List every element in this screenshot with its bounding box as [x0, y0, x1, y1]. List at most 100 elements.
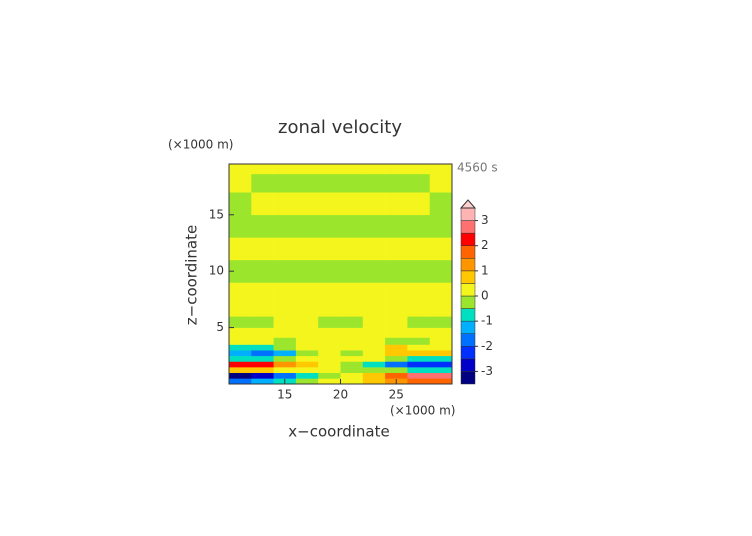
field-cell — [229, 344, 252, 351]
field-cell — [385, 355, 408, 362]
colorbar-extend — [459, 199, 477, 209]
field-cell — [229, 327, 252, 338]
field-cell — [407, 259, 430, 283]
field-cell — [340, 302, 364, 317]
field-cell — [251, 344, 274, 351]
field-cell — [385, 344, 408, 351]
x-tick-label: 20 — [333, 388, 348, 402]
field-cell — [318, 237, 341, 261]
field-cell — [229, 355, 252, 362]
field-cell — [385, 259, 408, 283]
field-cell — [318, 361, 341, 368]
field-cell — [295, 173, 319, 193]
colorbar-tick-label: 3 — [481, 213, 489, 227]
colorbar-band — [460, 371, 476, 385]
colorbar-band — [460, 295, 476, 309]
field-cell — [429, 316, 453, 328]
field-cell — [385, 350, 408, 357]
field-cell — [407, 192, 430, 216]
field-cell — [273, 192, 297, 216]
field-cell — [340, 282, 364, 303]
colorbar-tick-label: 0 — [481, 289, 489, 303]
field-cell — [251, 372, 274, 379]
field-cell — [429, 164, 453, 175]
field-cell — [362, 259, 386, 283]
field-cell — [362, 316, 386, 328]
colorbar-band — [460, 258, 476, 272]
field-cell — [429, 355, 453, 362]
field-cell — [251, 302, 274, 317]
field-cell — [340, 214, 364, 238]
field-cell — [340, 237, 364, 261]
colorbar-tick-label: -3 — [481, 364, 493, 378]
field-cell — [407, 372, 430, 379]
field-cell — [295, 237, 319, 261]
field-cell — [318, 337, 341, 345]
colorbar-band — [460, 346, 476, 360]
field-cell — [385, 164, 408, 175]
field-cell — [318, 214, 341, 238]
x-tick-label: 25 — [389, 388, 404, 402]
field-cell — [385, 316, 408, 328]
field-cell — [340, 355, 364, 362]
field-cell — [229, 367, 252, 374]
field-cell — [340, 164, 364, 175]
x-tick-label: 15 — [277, 388, 292, 402]
field-cell — [340, 173, 364, 193]
field-cell — [229, 173, 252, 193]
field-cell — [340, 316, 364, 328]
field-cell — [273, 367, 297, 374]
field-cell — [362, 350, 386, 357]
field-cell — [273, 237, 297, 261]
field-cell — [229, 372, 252, 379]
field-cell — [362, 237, 386, 261]
field-cell — [362, 327, 386, 338]
field-cell — [407, 327, 430, 338]
field-cell — [385, 173, 408, 193]
field-cell — [318, 378, 341, 385]
field-cell — [429, 350, 453, 357]
chart-title: zonal velocity — [278, 117, 402, 138]
field-cell — [407, 344, 430, 351]
field-cell — [407, 337, 430, 345]
x-unit: (×1000 m) — [390, 404, 455, 418]
field-cell — [251, 350, 274, 357]
field-cell — [251, 355, 274, 362]
field-cell — [429, 173, 453, 193]
field-cell — [340, 259, 364, 283]
colorbar-tick-label: 2 — [481, 238, 489, 252]
field-cell — [407, 302, 430, 317]
field-cell — [429, 367, 453, 374]
colorbar-band — [460, 207, 476, 221]
field-cell — [229, 361, 252, 368]
field-cell — [385, 361, 408, 368]
field-cell — [229, 282, 252, 303]
field-cell — [429, 378, 453, 385]
field-cell — [273, 173, 297, 193]
y-tick-label: 15 — [209, 207, 224, 221]
field-cell — [229, 192, 252, 216]
field-cell — [251, 164, 274, 175]
field-cell — [295, 259, 319, 283]
field-cell — [429, 282, 453, 303]
field-cell — [362, 367, 386, 374]
field-cell — [273, 355, 297, 362]
field-cell — [429, 327, 453, 338]
field-cell — [362, 214, 386, 238]
field-cell — [385, 327, 408, 338]
field-cell — [295, 316, 319, 328]
y-tick-label: 5 — [216, 320, 224, 334]
field-cell — [362, 164, 386, 175]
field-cell — [362, 302, 386, 317]
field-cell — [429, 344, 453, 351]
field-cell — [251, 282, 274, 303]
field-cell — [273, 327, 297, 338]
field-cell — [273, 372, 297, 379]
field-cell — [318, 350, 341, 357]
field-cell — [318, 355, 341, 362]
field-cell — [407, 237, 430, 261]
field-cell — [407, 173, 430, 193]
x-label: x−coordinate — [288, 423, 389, 441]
field-cell — [340, 337, 364, 345]
field-cell — [251, 337, 274, 345]
